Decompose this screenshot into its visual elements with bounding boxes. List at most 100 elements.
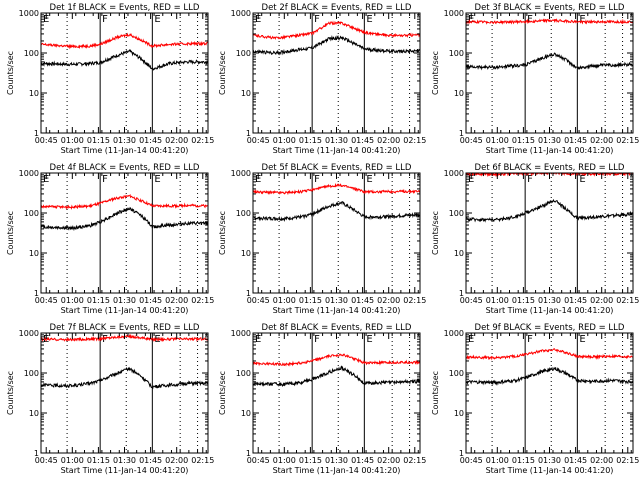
x-tick-label: 02:15 (191, 136, 214, 145)
x-axis-label: Start Time (11-Jan-14 00:41:20) (486, 146, 614, 155)
x-tick-label: 00:45 (460, 136, 483, 145)
y-axis-label: Counts/sec (431, 51, 440, 95)
interval-mark: F (527, 334, 533, 345)
x-axis-label: Start Time (11-Jan-14 00:41:20) (273, 146, 401, 155)
interval-mark: F (314, 334, 320, 345)
x-tick-label: 02:15 (191, 456, 214, 465)
plot-frame (465, 332, 634, 454)
x-tick-label: 02:15 (191, 296, 214, 305)
x-tick-label: 01:15 (512, 136, 535, 145)
y-tick-label: 100 (236, 49, 251, 58)
x-tick-label: 01:15 (87, 456, 110, 465)
interval-mark: E (579, 334, 585, 345)
x-tick-label: 01:00 (486, 456, 509, 465)
y-tick-label: 100 (236, 369, 251, 378)
x-tick-label: 02:15 (403, 296, 426, 305)
x-tick-label: 00:45 (247, 296, 270, 305)
x-tick-label: 01:15 (87, 296, 110, 305)
panel-title: Det 5f BLACK = Events, RED = LLD (262, 163, 412, 173)
x-tick-label: 02:00 (590, 136, 613, 145)
series-line-lld (466, 348, 633, 361)
y-tick-label: 10 (241, 89, 251, 98)
y-tick-label: 100 (24, 49, 39, 58)
x-tick-label: 00:45 (460, 296, 483, 305)
series-line-lld (41, 32, 208, 50)
x-tick-label: 00:45 (35, 456, 58, 465)
interval-mark: E (468, 14, 474, 25)
x-tick-label: 01:30 (538, 296, 561, 305)
x-tick-label: 01:00 (61, 456, 84, 465)
interval-mark: F (527, 174, 533, 185)
y-tick-label: 100 (24, 209, 39, 218)
y-axis-label: Counts/sec (6, 211, 15, 255)
interval-mark: E (43, 334, 49, 345)
plot-frame (252, 332, 421, 454)
y-tick-label: 1000 (19, 9, 39, 18)
plot-frame (252, 12, 421, 134)
series-line-events (253, 201, 420, 222)
y-tick-label: 10 (241, 249, 251, 258)
panel-title: Det 6f BLACK = Events, RED = LLD (475, 163, 625, 173)
series-line-events (466, 198, 633, 223)
interval-mark: F (314, 14, 320, 25)
x-tick-label: 02:00 (165, 456, 188, 465)
x-tick-label: 01:15 (299, 136, 322, 145)
series-line-events (253, 365, 420, 387)
y-tick-label: 1 (246, 449, 251, 458)
interval-mark: F (102, 174, 108, 185)
plot-frame (40, 332, 209, 454)
y-tick-label: 100 (236, 209, 251, 218)
y-tick-label: 10 (454, 249, 464, 258)
x-tick-label: 01:15 (299, 456, 322, 465)
interval-mark: E (366, 334, 372, 345)
series-line-lld (253, 182, 420, 196)
y-tick-label: 1 (246, 129, 251, 138)
series-line-events (41, 206, 208, 232)
x-tick-label: 00:45 (247, 456, 270, 465)
x-axis-label: Start Time (11-Jan-14 00:41:20) (273, 306, 401, 315)
y-tick-label: 1 (459, 129, 464, 138)
plot-frame (465, 12, 634, 134)
x-tick-label: 01:30 (325, 136, 348, 145)
x-tick-label: 01:45 (351, 136, 374, 145)
y-tick-label: 10 (454, 409, 464, 418)
series-line-lld (253, 353, 420, 367)
x-tick-label: 01:00 (273, 296, 296, 305)
series-line-lld (466, 18, 633, 25)
y-tick-label: 1000 (444, 169, 464, 178)
panel-title: Det 2f BLACK = Events, RED = LLD (262, 3, 412, 13)
interval-mark: E (468, 174, 474, 185)
x-tick-label: 01:45 (139, 296, 162, 305)
y-tick-label: 1 (34, 129, 39, 138)
series-line-lld (41, 193, 208, 210)
y-axis-label: Counts/sec (6, 51, 15, 95)
interval-mark: E (43, 14, 49, 25)
series-line-lld (253, 20, 420, 41)
x-axis-label: Start Time (11-Jan-14 00:41:20) (486, 306, 614, 315)
x-tick-label: 01:30 (113, 136, 136, 145)
y-tick-label: 10 (29, 89, 39, 98)
y-tick-label: 10 (454, 89, 464, 98)
x-tick-label: 01:45 (351, 296, 374, 305)
panel-title: Det 3f BLACK = Events, RED = LLD (475, 3, 625, 13)
y-axis-label: Counts/sec (218, 211, 227, 255)
interval-mark: E (579, 174, 585, 185)
y-tick-label: 100 (24, 369, 39, 378)
x-tick-label: 01:00 (273, 456, 296, 465)
y-tick-label: 10 (29, 409, 39, 418)
x-tick-label: 01:00 (61, 136, 84, 145)
y-tick-label: 1000 (231, 9, 251, 18)
x-tick-label: 02:00 (377, 136, 400, 145)
x-tick-label: 00:45 (460, 456, 483, 465)
x-tick-label: 00:45 (35, 136, 58, 145)
y-tick-label: 100 (449, 209, 464, 218)
y-tick-label: 1 (34, 449, 39, 458)
x-tick-label: 00:45 (35, 296, 58, 305)
x-tick-label: 01:30 (538, 136, 561, 145)
x-tick-label: 02:15 (403, 136, 426, 145)
